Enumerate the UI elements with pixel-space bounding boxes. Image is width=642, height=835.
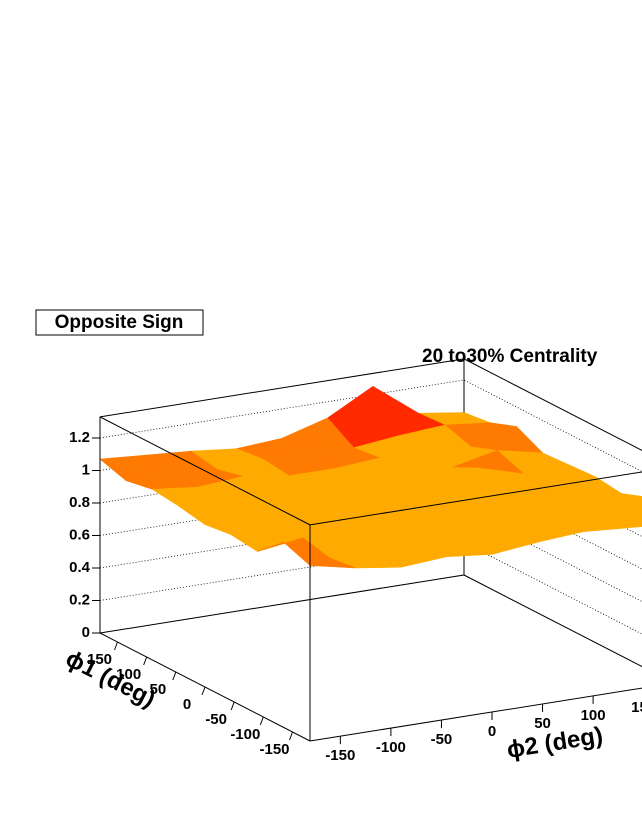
y-tick <box>230 701 235 711</box>
z-tick-label: 0.2 <box>69 591 90 608</box>
box-edge <box>99 416 311 526</box>
y-tick <box>259 716 264 726</box>
chart-title: Opposite Sign <box>55 312 184 333</box>
surface-patch <box>283 541 356 569</box>
x-tick-label: 0 <box>488 723 496 740</box>
y-tick-label: 100 <box>116 666 141 683</box>
box-edge <box>309 471 642 526</box>
box-edge <box>463 358 642 451</box>
x-tick-label: -50 <box>431 731 453 748</box>
chart-subtitle: 20 to30% Centrality <box>422 346 598 367</box>
z-tick-label: 0 <box>82 624 90 641</box>
y-tick-label: -100 <box>230 726 260 743</box>
x-tick-label: -150 <box>325 747 355 764</box>
y-tick <box>143 656 148 666</box>
x-tick-label: -100 <box>376 739 406 756</box>
box-edge <box>99 574 465 634</box>
y-tick <box>114 641 118 651</box>
box-edge <box>99 358 465 418</box>
z-tick-label: 0.8 <box>69 494 90 511</box>
z-tick-label: 1.2 <box>69 429 90 446</box>
y-tick-label: 50 <box>149 681 166 698</box>
z-tick-label: 0.6 <box>69 526 90 543</box>
y-tick <box>172 671 177 681</box>
z-tick-label: 0.4 <box>69 559 91 576</box>
title-box <box>35 309 204 336</box>
box-edge <box>463 574 642 668</box>
y-tick-label: 0 <box>183 696 191 713</box>
x-axis-title: ϕ2 (deg) <box>505 722 605 764</box>
y-tick-label: 150 <box>87 651 112 668</box>
y-tick-label: -50 <box>205 711 227 728</box>
y-tick <box>201 686 206 696</box>
x-tick-label: 150 <box>631 699 642 716</box>
z-tick-label: 1 <box>82 461 90 478</box>
x-tick-label: 100 <box>581 707 606 724</box>
grid-line <box>99 574 642 667</box>
y-tick-label: -150 <box>259 741 289 758</box>
x-tick-label: 50 <box>534 715 551 732</box>
y-tick <box>289 731 293 741</box>
